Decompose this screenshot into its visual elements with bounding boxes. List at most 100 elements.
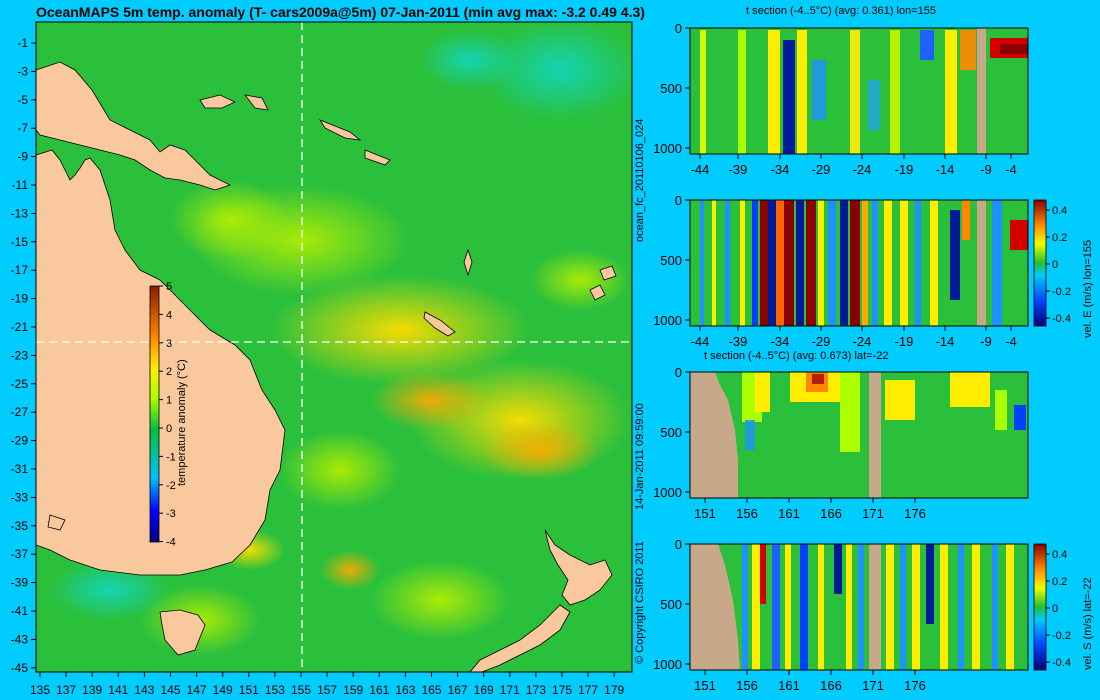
map-y-tick-label: -13 (11, 206, 29, 220)
map-y-axis: -1 -3 -5 -7 -9 -11 -13 -15 -17 -19 -21 -23 -25 -27 -29… (11, 36, 36, 675)
issued-timestamp-label: 14-Jan-2011 09:59:00 (634, 403, 646, 510)
section-x-tick-label: 176 (904, 506, 926, 521)
vel-colorbar-tick-label: -0.2 (1052, 286, 1071, 298)
temp-colorbar-tick-label: 2 (166, 366, 172, 378)
section-y-tick-label: 0 (675, 21, 682, 36)
map-y-tick-label: -37 (11, 547, 29, 561)
section-x-tick-label: -9 (980, 162, 992, 177)
anomaly-field (45, 20, 640, 655)
section-x-tick-label: -24 (853, 334, 872, 349)
map-x-axis: 135 137 139 141 143 145 147 149 151 153 155 157 159 1… (30, 672, 625, 697)
map-y-tick-label: -35 (11, 519, 29, 533)
section-x-tick-label: -34 (771, 162, 790, 177)
section-y-tick-label: 1000 (653, 141, 682, 156)
map-x-tick-label: 179 (604, 683, 624, 697)
map-x-tick-label: 165 (421, 683, 441, 697)
map-x-tick-label: 173 (526, 683, 546, 697)
map-x-tick-label: 155 (291, 683, 311, 697)
vel-colorbar-tick-label: 0.2 (1052, 576, 1067, 588)
section-y-tick-label: 1000 (653, 313, 682, 328)
map-y-tick-label: -23 (11, 348, 29, 362)
map-x-tick-label: 161 (369, 683, 389, 697)
map-x-tick-label: 171 (500, 683, 520, 697)
vel-colorbar-tick-label: 0.2 (1052, 232, 1067, 244)
map-frame (35, 21, 633, 673)
section-x-tick-label: -14 (936, 162, 955, 177)
map-y-tick-label: -1 (17, 36, 28, 50)
map-x-tick-label: 147 (187, 683, 207, 697)
map-x-tick-label: 153 (265, 683, 285, 697)
section-x-tick-label: -14 (936, 334, 955, 349)
section-x-tick-label: 166 (820, 506, 842, 521)
section-y-tick-label: 500 (660, 253, 682, 268)
map-y-tick-label: -11 (12, 178, 29, 192)
map-x-tick-label: 141 (108, 683, 128, 697)
map-x-tick-label: 135 (30, 683, 50, 697)
section-y-tick-label: 500 (660, 81, 682, 96)
temp-colorbar-tick-label: -3 (166, 508, 176, 520)
vel-colorbar-tick-label: -0.2 (1052, 630, 1071, 642)
map-x-tick-label: 159 (343, 683, 363, 697)
vel-colorbar-tick-label: 0 (1052, 603, 1058, 615)
vel-colorbar-tick-label: -0.4 (1052, 657, 1071, 669)
vel-s-colorbar-label: vel. S (m/s) lat=-22 (1082, 577, 1094, 670)
map-x-tick-label: 143 (134, 683, 154, 697)
section-x-tick-label: -39 (729, 334, 748, 349)
section-x-tick-label: -29 (812, 162, 831, 177)
section-x-tick-label: -19 (895, 334, 914, 349)
section-x-tick-label: 171 (862, 678, 884, 693)
temp-colorbar-tick-label: 1 (166, 395, 172, 407)
section-y-tick-label: 0 (675, 537, 682, 552)
section-y-tick-label: 0 (675, 193, 682, 208)
t-section-lat-panel (689, 371, 1029, 499)
vel-colorbar-tick-label: 0.4 (1052, 549, 1067, 561)
map-y-tick-label: -45 (11, 661, 29, 675)
section-x-tick-label: 151 (694, 506, 716, 521)
section-y-tick-label: 500 (660, 597, 682, 612)
section-x-tick-label: 161 (778, 506, 800, 521)
map-y-tick-label: -39 (11, 576, 29, 590)
panel-axes: 0 500 1000 -44 -39 -34 -29 -24 -19 -14 -9 -4 0 500 100… (653, 21, 1071, 693)
section-x-tick-label: -34 (771, 334, 790, 349)
vel-e-colorbar (1033, 199, 1047, 327)
temp-colorbar-tick-label: -1 (166, 451, 176, 463)
temp-colorbar-tick-label: 5 (166, 281, 172, 293)
section-x-tick-label: 156 (736, 506, 758, 521)
map-x-tick-label: 167 (448, 683, 468, 697)
run-id-label: ocean_fc_20110106_024 (634, 118, 646, 242)
temp-colorbar-tick-label: 3 (166, 338, 172, 350)
t-section-lon-panel (689, 27, 1029, 155)
map-y-tick-label: -3 (17, 64, 28, 78)
section-x-tick-label: 156 (736, 678, 758, 693)
section-x-tick-label: -39 (729, 162, 748, 177)
temp-colorbar-tick-label: -2 (166, 480, 176, 492)
section-x-tick-label: -24 (853, 162, 872, 177)
map-x-tick-label: 137 (56, 683, 76, 697)
map-y-tick-label: -29 (11, 434, 29, 448)
section-x-tick-label: 166 (820, 678, 842, 693)
section-x-tick-label: -29 (812, 334, 831, 349)
map-y-tick-label: -15 (11, 235, 29, 249)
temp-colorbar-tick-label: 4 (166, 309, 172, 321)
map-x-tick-label: 163 (395, 683, 415, 697)
vel-colorbar-tick-label: 0 (1052, 259, 1058, 271)
map-x-tick-label: 169 (474, 683, 494, 697)
vel-colorbar-tick-label: 0.4 (1052, 205, 1067, 217)
section-x-tick-label: -44 (691, 162, 710, 177)
section-x-tick-label: 176 (904, 678, 926, 693)
copyright-label: © Copyright CSIRO 2011 (634, 541, 646, 664)
section-x-tick-label: 151 (694, 678, 716, 693)
section-x-tick-label: 171 (862, 506, 884, 521)
map-x-tick-label: 151 (239, 683, 259, 697)
section-y-tick-label: 0 (675, 365, 682, 380)
map-y-tick-label: -21 (11, 320, 29, 334)
temperature-colorbar: 5 4 3 2 1 0 -1 -2 -3 -4 (149, 281, 176, 549)
map-y-tick-label: -43 (11, 632, 29, 646)
map-y-tick-label: -7 (17, 121, 28, 135)
map-y-tick-label: -41 (11, 604, 29, 618)
section-x-tick-label: 161 (778, 678, 800, 693)
section-x-tick-label: -4 (1005, 334, 1017, 349)
section-x-tick-label: -9 (980, 334, 992, 349)
map-x-tick-label: 157 (317, 683, 337, 697)
